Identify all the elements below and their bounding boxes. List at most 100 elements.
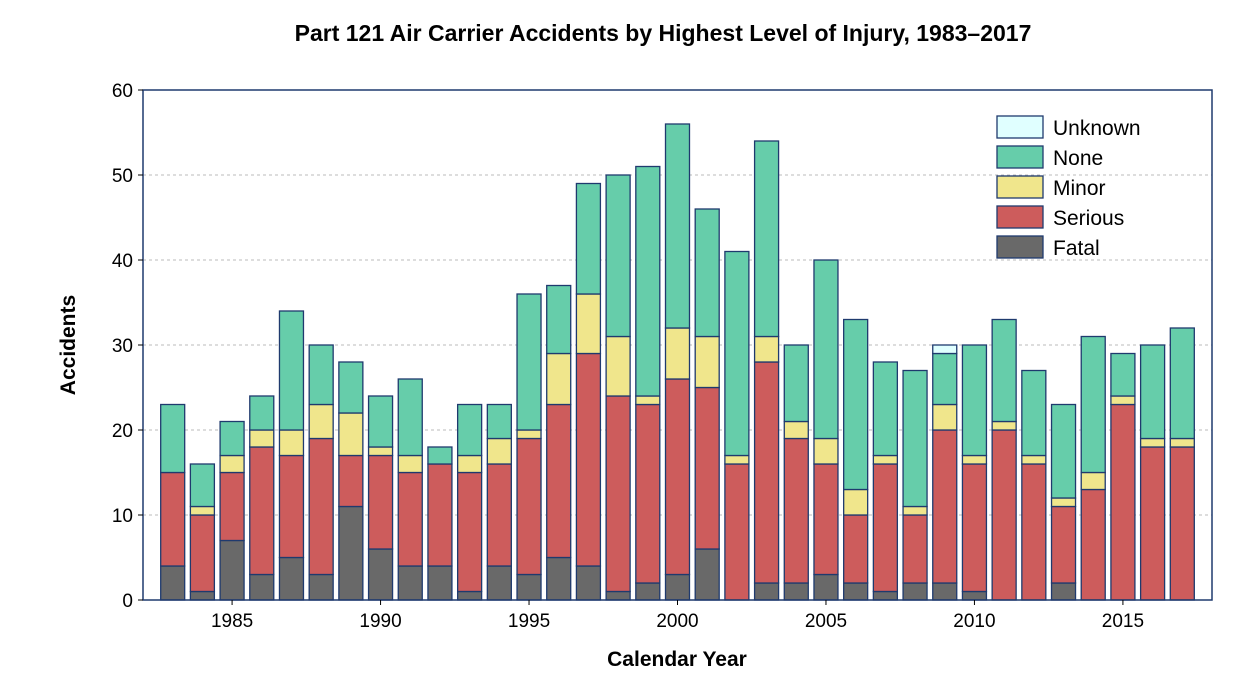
bar-group-1990 [367,395,394,601]
legend-label-minor: Minor [1053,177,1106,200]
bar-group-2014 [1080,335,1106,601]
y-tick-label: 60 [112,81,133,102]
bar-group-2010 [961,344,988,601]
bar-minor-1996 [546,352,572,406]
bar-group-1984 [189,463,216,601]
legend-label-serious: Serious [1053,207,1124,230]
bar-group-2012 [1021,369,1047,601]
bar-group-2005 [813,259,839,601]
bar-group-2002 [724,250,750,601]
bar-none-2016 [1139,344,1166,440]
bar-fatal-2005 [813,573,839,601]
bar-serious-2004 [783,437,809,584]
bar-serious-1991 [397,471,423,567]
y-axis-label: Accidents [57,295,80,395]
legend-swatch-unknown [996,115,1044,139]
bar-fatal-1994 [486,565,512,601]
x-axis-label: Calendar Year [607,648,747,671]
x-tick-label: 1990 [359,611,401,632]
bar-serious-1992 [427,463,453,567]
bar-group-1988 [308,344,334,601]
bar-group-2008 [902,369,928,601]
bar-minor-2003 [753,335,780,363]
bar-group-1995 [516,293,542,601]
bar-serious-1994 [486,463,512,567]
bar-group-2013 [1050,403,1077,601]
bar-none-2013 [1050,403,1077,499]
bar-fatal-1998 [605,590,631,601]
bar-serious-2001 [694,386,720,550]
legend-swatch-serious [996,205,1044,229]
bar-none-1985 [219,420,245,457]
bar-serious-1998 [605,395,631,593]
legend-swatch-minor [996,175,1044,199]
bar-none-1986 [249,395,275,431]
bar-minor-2002 [724,454,750,465]
bar-none-2006 [843,318,869,491]
y-tick-label: 30 [112,336,133,357]
bar-minor-1991 [397,454,423,474]
bar-none-1988 [308,344,334,406]
bar-serious-1997 [575,352,602,567]
bar-serious-2012 [1021,463,1047,601]
legend-label-unknown: Unknown [1053,117,1141,140]
bar-none-2017 [1169,327,1195,440]
bar-none-2012 [1021,369,1047,457]
bar-none-1994 [486,403,512,440]
bar-serious-1985 [219,471,245,542]
bar-fatal-2008 [902,582,928,601]
bar-fatal-1995 [516,573,542,601]
bar-group-2006 [843,318,869,601]
bar-group-1998 [605,174,631,601]
bar-group-1997 [575,182,602,601]
bar-serious-1999 [635,403,661,584]
bar-none-1999 [635,165,661,397]
bar-none-2015 [1110,352,1136,397]
bar-none-1995 [516,293,542,431]
bar-none-1983 [160,403,186,474]
bar-minor-1990 [367,446,394,457]
bar-minor-1997 [575,293,602,355]
bar-serious-2011 [991,429,1017,601]
bar-serious-1983 [160,471,186,567]
bar-serious-1986 [249,446,275,576]
bar-group-1985 [219,420,245,601]
bar-none-2010 [961,344,988,457]
bar-group-1987 [278,310,305,601]
bar-minor-1995 [516,429,542,440]
legend-label-fatal: Fatal [1053,237,1100,260]
bar-minor-2013 [1050,497,1077,508]
bar-minor-2001 [694,335,720,389]
bar-none-1992 [427,446,453,465]
bar-fatal-2009 [932,582,958,601]
bar-minor-2004 [783,420,809,440]
bar-group-2011 [991,318,1017,601]
bar-minor-2012 [1021,454,1047,465]
bar-group-1986 [249,395,275,601]
bar-none-1993 [456,403,483,457]
bar-none-2011 [991,318,1017,423]
bar-fatal-1997 [575,565,602,601]
bar-group-1992 [427,446,453,601]
bar-fatal-1988 [308,573,334,601]
bar-fatal-2004 [783,582,809,601]
bar-serious-2010 [961,463,988,593]
x-axis: 1985 1990 1995 2000 2005 2010 2015 [211,600,1144,632]
bar-fatal-2006 [843,582,869,601]
bar-none-1984 [189,463,216,508]
bar-none-1997 [575,182,602,295]
legend: Unknown None Minor Serious Fatal [996,115,1141,260]
bar-minor-2017 [1169,437,1195,448]
bar-serious-2016 [1139,446,1166,601]
bar-fatal-1990 [367,548,394,601]
legend-label-none: None [1053,147,1103,170]
bar-minor-2014 [1080,471,1106,491]
bar-fatal-1989 [338,505,364,601]
bar-serious-2006 [843,514,869,584]
bar-none-2004 [783,344,809,423]
bar-serious-1989 [338,454,364,508]
bar-none-2001 [694,208,720,338]
bar-unknown-2009 [932,344,958,355]
bar-group-2003 [753,140,780,601]
bar-serious-2014 [1080,488,1106,601]
